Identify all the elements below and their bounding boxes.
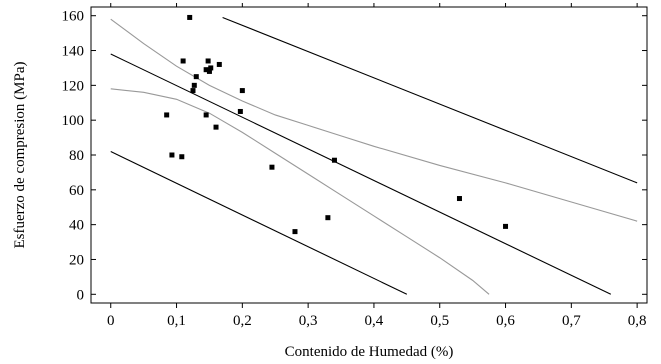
data-point [193,74,199,80]
data-point [325,215,331,221]
data-point [208,65,214,71]
y-tick-label: 140 [62,44,85,60]
data-point [164,112,170,118]
data-point [216,61,222,67]
prediction-lower-line [110,151,408,295]
data-point [203,67,209,73]
y-tick-label: 120 [62,78,85,94]
x-axis-title: Contenido de Humedad (%) [285,344,454,360]
y-axis-title: Esfuerzo de compresion (MPa) [12,61,28,248]
data-point [203,112,209,118]
y-tick-label: 20 [69,252,84,268]
data-point [180,58,186,64]
confidence-lower-line [110,88,490,295]
y-tick-label: 60 [69,183,84,199]
data-point [331,157,337,163]
data-point [169,152,175,158]
x-tick-label: 0,8 [628,313,647,329]
x-tick-label: 0 [107,313,115,329]
regression-lines [110,16,638,295]
data-point [292,229,298,235]
data-point [237,108,243,114]
x-tick-label: 0,3 [299,313,318,329]
data-point [187,14,193,20]
data-point [213,124,219,130]
data-point [205,58,211,64]
data-point [179,154,185,160]
data-point [456,196,462,202]
y-tick-label: 40 [69,218,84,234]
y-tick-label: 0 [77,287,85,303]
fit-line [110,53,612,295]
confidence-upper-line [110,18,638,222]
y-tick-label: 100 [62,113,85,129]
x-tick-label: 0,7 [562,313,581,329]
data-point [191,82,197,88]
data-point [269,164,275,170]
x-tick-label: 0,6 [496,313,515,329]
data-point [206,68,212,74]
y-tick-label: 160 [62,9,85,25]
data-point [503,223,509,229]
x-tick-label: 0,5 [430,313,449,329]
data-points [164,14,509,235]
prediction-upper-line [222,16,638,184]
y-axis-ticks: 0 20 40 60 80 100 120 140 160 [62,9,647,303]
data-point [190,88,196,94]
x-tick-label: 0,1 [167,313,186,329]
data-point [239,88,245,94]
y-tick-label: 80 [69,148,84,164]
x-tick-label: 0,2 [233,313,252,329]
x-axis-ticks: 0 0,1 0,2 0,3 0,4 0,5 0,6 0,7 0,8 [107,3,647,329]
x-tick-label: 0,4 [365,313,384,329]
